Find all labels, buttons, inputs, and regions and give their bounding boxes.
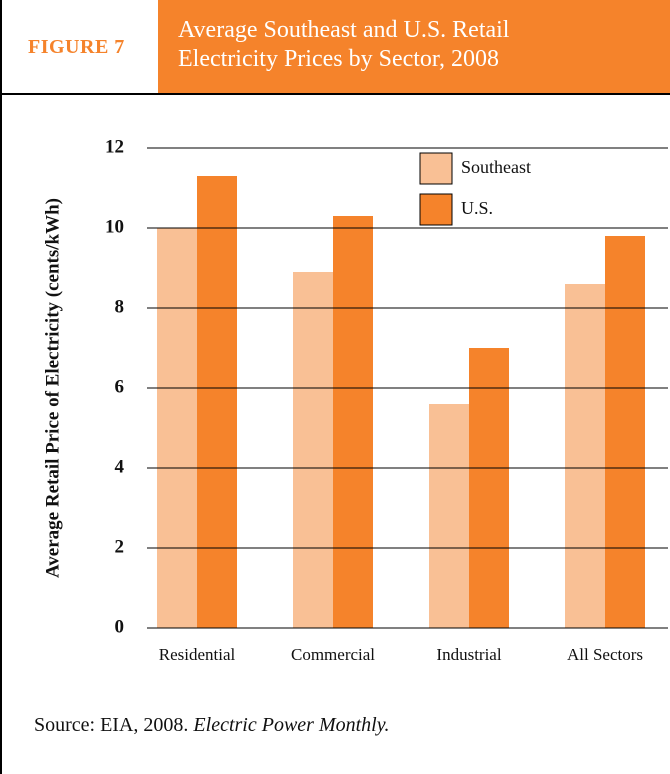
y-tick-label: 6 <box>115 376 125 397</box>
x-tick-label: Commercial <box>291 645 375 664</box>
bar <box>333 216 373 628</box>
title-box: Average Southeast and U.S. Retail Electr… <box>158 0 670 93</box>
figure-label: FIGURE 7 <box>28 36 125 58</box>
x-tick-label: All Sectors <box>567 645 643 664</box>
bar <box>565 284 605 628</box>
y-tick-label: 0 <box>115 616 125 637</box>
y-tick-label: 12 <box>105 136 124 157</box>
bar <box>429 404 469 628</box>
bar <box>469 348 509 628</box>
y-tick-label: 4 <box>115 456 125 477</box>
bar <box>293 272 333 628</box>
bar <box>605 236 645 628</box>
header-rule <box>2 93 670 95</box>
chart-title: Average Southeast and U.S. Retail Electr… <box>178 17 510 72</box>
chart: Average Retail Price of Electricity (cen… <box>42 136 668 664</box>
y-tick-label: 8 <box>115 296 125 317</box>
y-tick-label: 2 <box>115 536 125 557</box>
source-text: Source: EIA, 2008. <box>34 714 189 736</box>
y-tick-label: 10 <box>105 216 124 237</box>
x-tick-label: Industrial <box>436 645 501 664</box>
legend-swatch <box>419 193 453 226</box>
legend-label: U.S. <box>461 198 493 218</box>
legend-label: Southeast <box>461 157 531 177</box>
legend-swatch <box>419 152 453 185</box>
bar <box>197 176 237 628</box>
source: Source: EIA, 2008. Electric Power Monthl… <box>34 714 390 737</box>
bar <box>157 228 197 628</box>
y-axis-label: Average Retail Price of Electricity (cen… <box>42 198 63 578</box>
source-publication: Electric Power Monthly. <box>193 714 390 736</box>
x-tick-label: Residential <box>159 645 236 664</box>
